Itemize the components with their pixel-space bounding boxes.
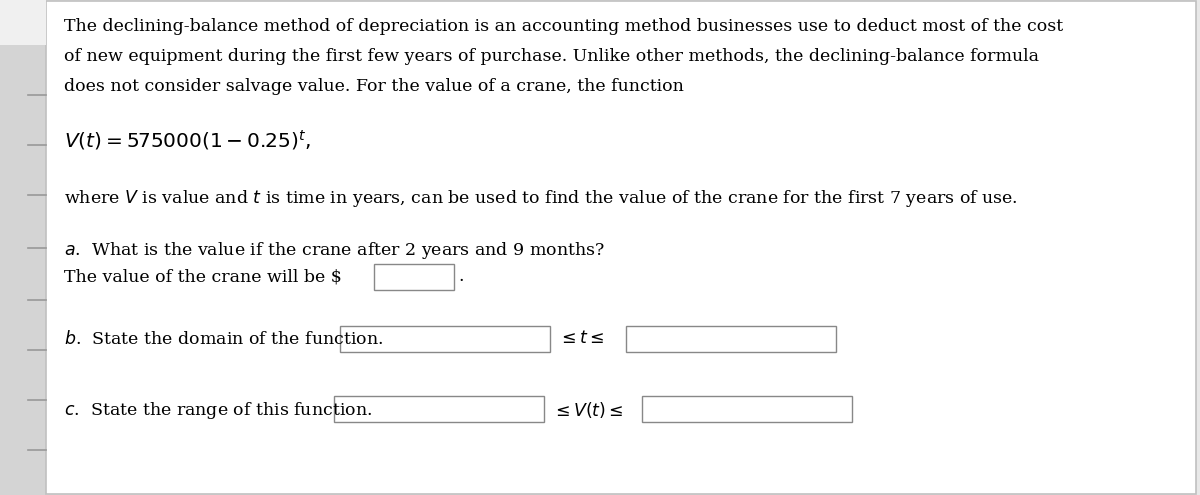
FancyBboxPatch shape [0,0,46,495]
Text: $\mathit{c}$.  State the range of this function.: $\mathit{c}$. State the range of this fu… [64,400,372,421]
Text: $\leq t \leq$: $\leq t \leq$ [558,330,605,347]
Text: $\leq V(t) \leq$: $\leq V(t) \leq$ [552,400,624,420]
Text: of new equipment during the first few years of purchase. Unlike other methods, t: of new equipment during the first few ye… [64,48,1039,65]
FancyBboxPatch shape [374,264,454,290]
FancyBboxPatch shape [334,396,544,422]
FancyBboxPatch shape [642,396,852,422]
FancyBboxPatch shape [340,326,550,352]
Text: $\mathit{a}$.  What is the value if the crane after 2 years and 9 months?: $\mathit{a}$. What is the value if the c… [64,240,605,261]
Text: The value of the crane will be $: The value of the crane will be $ [64,268,342,285]
Text: does not consider salvage value. For the value of a crane, the function: does not consider salvage value. For the… [64,78,684,95]
Text: $\mathit{b}$.  State the domain of the function.: $\mathit{b}$. State the domain of the fu… [64,330,383,348]
Text: $\mathit{V}(\mathit{t}) = 575000(1 - 0.25)^{\mathit{t}},$: $\mathit{V}(\mathit{t}) = 575000(1 - 0.2… [64,128,311,152]
Text: .: . [458,268,463,285]
Text: where $\mathit{V}$ is value and $\mathit{t}$ is time in years, can be used to fi: where $\mathit{V}$ is value and $\mathit… [64,188,1018,209]
FancyBboxPatch shape [46,1,1196,494]
FancyBboxPatch shape [0,0,46,45]
FancyBboxPatch shape [626,326,836,352]
Text: The declining-balance method of depreciation is an accounting method businesses : The declining-balance method of deprecia… [64,18,1063,35]
